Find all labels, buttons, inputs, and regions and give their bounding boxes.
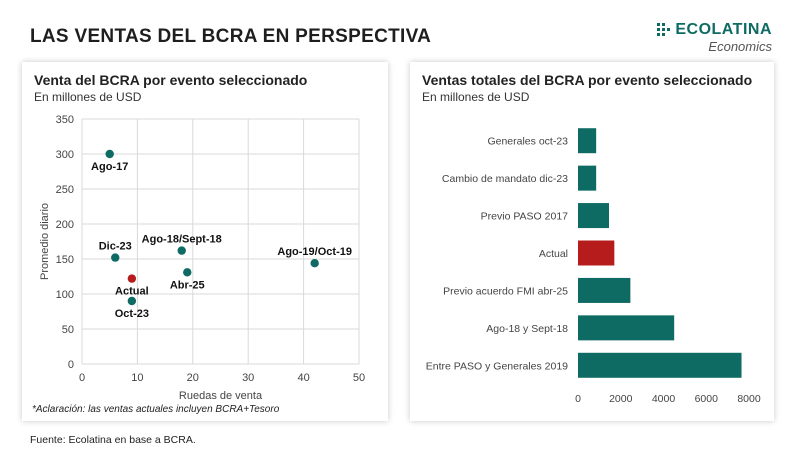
bar bbox=[578, 277, 631, 303]
x-tick-label: 50 bbox=[353, 372, 365, 384]
x-tick-label: 30 bbox=[242, 372, 254, 384]
bar bbox=[578, 240, 615, 266]
point-label: Ago-18/Sept-18 bbox=[142, 234, 222, 246]
scatter-point bbox=[183, 268, 192, 277]
bar-title: Ventas totales del BCRA por evento selec… bbox=[422, 72, 753, 88]
x-axis-label: Ruedas de venta bbox=[179, 390, 263, 402]
scatter-point bbox=[127, 296, 137, 306]
bar bbox=[578, 315, 675, 341]
scatter-point bbox=[177, 246, 186, 255]
logo-mark-icon bbox=[657, 23, 671, 36]
y-tick-label: 250 bbox=[56, 184, 74, 196]
x-tick-label: 10 bbox=[131, 372, 143, 384]
bar bbox=[578, 165, 597, 191]
y-axis-label: Promedio diario bbox=[39, 203, 51, 280]
y-tick-label: 150 bbox=[56, 254, 74, 266]
y-tick-label: 0 bbox=[68, 359, 74, 371]
bar-chart: Generales oct-23 Cambio de mandato dic-23… bbox=[426, 128, 761, 405]
bar bbox=[578, 128, 597, 154]
x-tick-label: 8000 bbox=[737, 393, 761, 405]
scatter-subtitle: En millones de USD bbox=[34, 90, 142, 104]
point-label: Actual bbox=[115, 286, 149, 298]
bar-subtitle: En millones de USD bbox=[422, 90, 530, 104]
scatter-point bbox=[310, 259, 319, 268]
point-label: Oct-23 bbox=[115, 308, 149, 320]
point-label: Ago-17 bbox=[91, 161, 128, 173]
x-tick-label: 0 bbox=[79, 372, 85, 384]
x-tick-label: 40 bbox=[297, 372, 309, 384]
y-tick-label: 50 bbox=[62, 324, 74, 336]
scatter-note: *Aclaración: las ventas actuales incluye… bbox=[32, 404, 280, 415]
y-tick-label: 350 bbox=[56, 114, 74, 126]
point-label: Dic-23 bbox=[99, 241, 132, 253]
category-label: Cambio de mandato dic-23 bbox=[442, 173, 568, 185]
category-label: Previo acuerdo FMI abr-25 bbox=[443, 285, 568, 297]
scatter-title: Venta del BCRA por evento seleccionado bbox=[34, 72, 308, 88]
x-tick-label: 2000 bbox=[609, 393, 633, 405]
bar bbox=[578, 203, 609, 229]
category-label: Entre PASO y Generales 2019 bbox=[426, 360, 568, 372]
scatter-point bbox=[105, 149, 114, 159]
x-tick-label: 20 bbox=[187, 372, 199, 384]
logo-subtitle: Economics bbox=[708, 39, 772, 54]
y-tick-label: 100 bbox=[56, 289, 74, 301]
y-tick-label: 300 bbox=[56, 149, 74, 161]
x-tick-label: 0 bbox=[575, 393, 581, 405]
point-label: Abr-25 bbox=[170, 279, 205, 291]
page-title: LAS VENTAS DEL BCRA EN PERSPECTIVA bbox=[30, 26, 432, 47]
source-note: Fuente: Ecolatina en base a BCRA. bbox=[30, 434, 196, 446]
scatter-chart: 0 10 20 30 40 50 0 50 100 150 200 250 300 350 Ruedas d… bbox=[39, 114, 365, 402]
category-label: Previo PASO 2017 bbox=[481, 211, 569, 223]
bar-panel: Ventas totales del BCRA por evento selec… bbox=[410, 62, 774, 421]
x-tick-label: 4000 bbox=[652, 393, 676, 405]
y-tick-label: 200 bbox=[56, 219, 74, 231]
category-label: Ago-18 y Sept-18 bbox=[486, 323, 568, 335]
bar bbox=[578, 352, 742, 378]
scatter-point bbox=[127, 274, 137, 283]
scatter-point bbox=[111, 253, 120, 262]
scatter-panel: Venta del BCRA por evento seleccionado E… bbox=[22, 62, 388, 421]
x-tick-label: 6000 bbox=[695, 393, 719, 405]
category-label: Actual bbox=[539, 248, 568, 260]
category-label: Generales oct-23 bbox=[487, 136, 568, 148]
logo: ECOLATINA Economics bbox=[657, 21, 772, 54]
logo-name: ECOLATINA bbox=[675, 21, 772, 38]
point-label: Ago-19/Oct-19 bbox=[277, 246, 352, 258]
